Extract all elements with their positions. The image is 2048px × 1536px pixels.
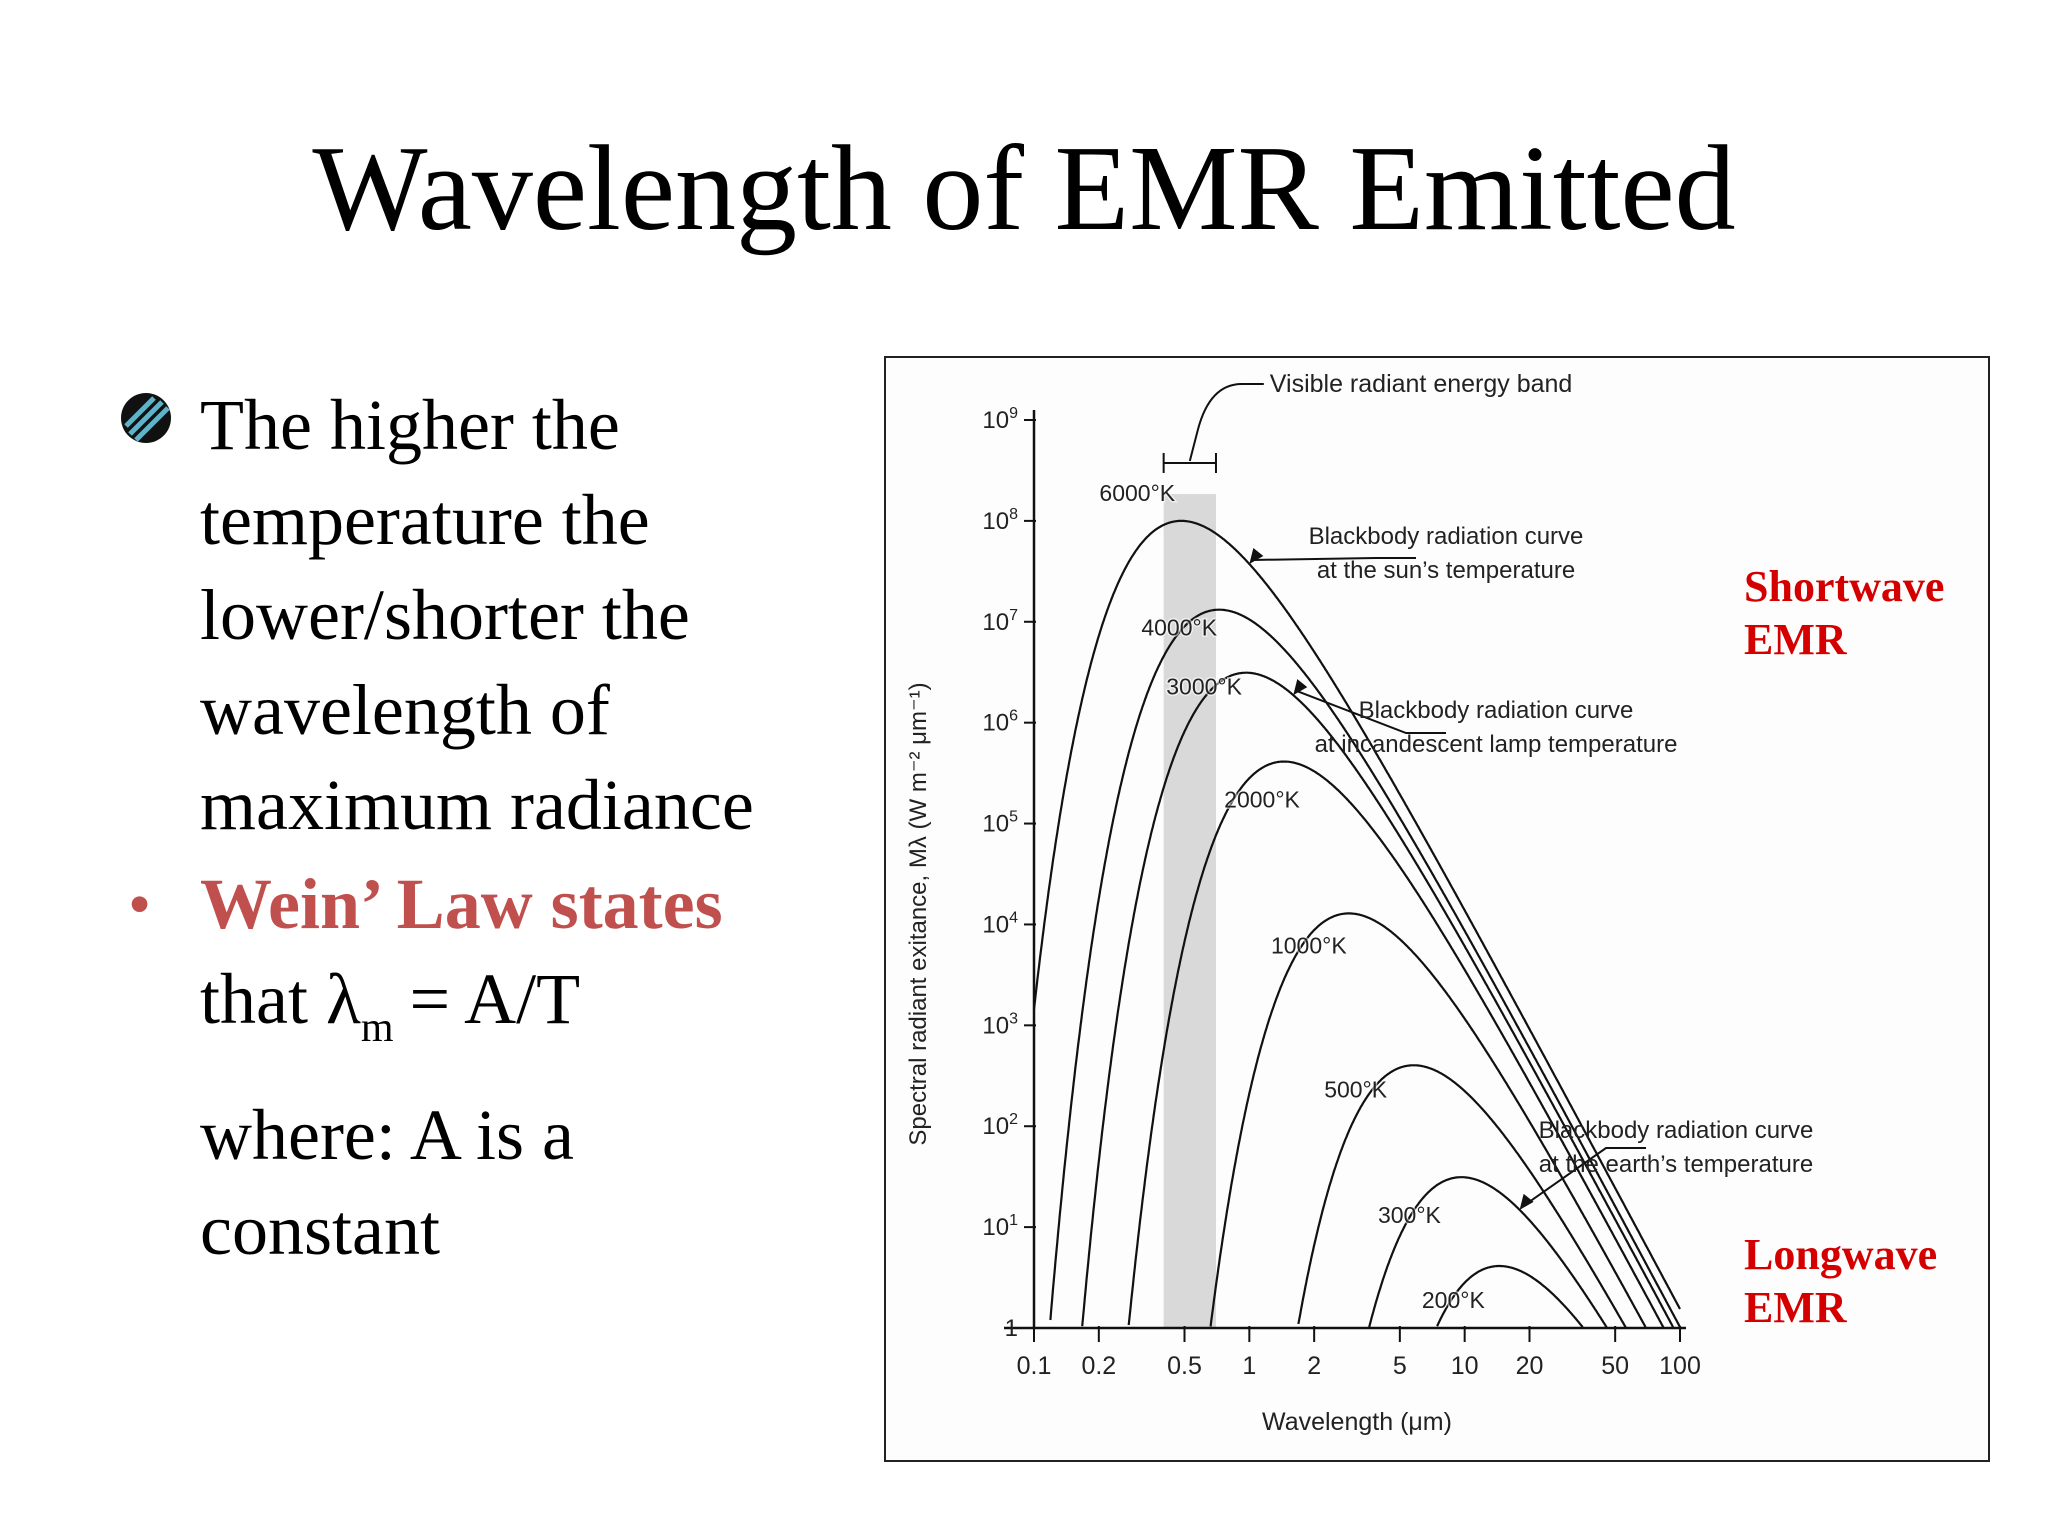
x-tick-label: 2 — [1307, 1352, 1321, 1380]
annotation-text: at the earth’s temperature — [1539, 1151, 1813, 1178]
x-tick-label: 1 — [1242, 1352, 1256, 1380]
y-tick-label: 109 — [982, 405, 1018, 434]
annotation-leader — [1523, 1147, 1646, 1207]
curve-label-4000k: 4000°K — [1141, 615, 1217, 641]
where-line: where: A is a — [200, 1095, 574, 1175]
bullet-list: The higher the temperature the lower/sho… — [118, 378, 838, 1278]
bullet1-line: maximum radiance — [200, 765, 754, 845]
y-tick-label: 104 — [982, 909, 1018, 938]
curve-4000k — [1049, 608, 1681, 1328]
chart-svg: Visible radiant energy band1101102103104… — [905, 370, 1814, 1436]
curve-200k — [1436, 1264, 1584, 1328]
bullet-item-temperature: The higher the temperature the lower/sho… — [118, 378, 838, 853]
annotation-text: Blackbody radiation curve — [1539, 1117, 1814, 1144]
annotation-text: at incandescent lamp temperature — [1315, 731, 1678, 758]
y-axis-label: Spectral radiant exitance, Mλ (W m⁻² μm⁻… — [905, 682, 932, 1145]
bullet1-line: lower/shorter the — [200, 575, 690, 655]
annotation-text: at the sun’s temperature — [1317, 557, 1575, 584]
wein-law-formula: that λm = A/T — [200, 959, 581, 1051]
striped-bullet-icon — [121, 393, 171, 443]
bullet-dot-icon: • — [128, 868, 152, 941]
annotation-text: Blackbody radiation curve — [1309, 523, 1584, 550]
band-leader-line — [1188, 383, 1264, 462]
x-tick-label: 5 — [1393, 1352, 1407, 1380]
shortwave-label: Shortwave EMR — [1744, 562, 1945, 664]
annotation-leader — [1296, 690, 1446, 734]
annotation-arrowhead — [1293, 679, 1308, 696]
curve-label-2000k: 2000°K — [1224, 787, 1300, 813]
curve-label-1000k: 1000°K — [1271, 932, 1347, 958]
x-tick-label: 0.1 — [1017, 1352, 1052, 1380]
x-tick-label: 0.5 — [1167, 1352, 1202, 1380]
curve-1000k — [1209, 912, 1647, 1328]
blackbody-chart: Visible radiant energy band 1 101 102 103 104… — [884, 356, 1990, 1462]
curve-label-6000k: 6000°K — [1099, 480, 1175, 506]
y-tick-label: 108 — [982, 506, 1018, 535]
x-axis-label: Wavelength (μm) — [1262, 1408, 1452, 1436]
curve-300k — [1368, 1176, 1608, 1329]
curve-6000k — [1032, 519, 1681, 1310]
where-note: where: A is a constant — [118, 1088, 838, 1278]
y-tick-label: 105 — [982, 809, 1018, 838]
y-tick-label: 106 — [982, 708, 1018, 737]
x-tick-label: 20 — [1516, 1352, 1544, 1380]
annotation-arrowhead — [1519, 1193, 1534, 1210]
x-tick-label: 0.2 — [1081, 1352, 1116, 1380]
visible-band-label: Visible radiant energy band — [1270, 370, 1573, 398]
x-tick-label: 10 — [1451, 1352, 1479, 1380]
y-tick-label: 102 — [982, 1111, 1018, 1140]
x-tick-label: 100 — [1659, 1352, 1701, 1380]
x-tick-label: 50 — [1601, 1352, 1629, 1380]
y-tick-label: 107 — [982, 607, 1018, 636]
bullet1-line: wavelength of — [200, 670, 610, 750]
where-line: constant — [200, 1190, 440, 1270]
bullet1-line: temperature the — [200, 480, 650, 560]
bullet-item-wein-law: • Wein’ Law states that λm = A/T — [118, 857, 838, 1058]
curve-500k — [1297, 1064, 1627, 1328]
curve-label-200k: 200°K — [1422, 1287, 1486, 1313]
curve-3000k — [1081, 671, 1675, 1328]
y-tick-label: 1 — [1005, 1315, 1018, 1342]
annotation-text: Blackbody radiation curve — [1359, 697, 1634, 724]
slide-title: Wavelength of EMR Emitted — [312, 121, 1736, 256]
visible-band — [1163, 494, 1216, 1328]
longwave-label: Longwave EMR — [1744, 1230, 1938, 1332]
curve-label-3000k: 3000°K — [1166, 674, 1242, 700]
bullet1-line: The higher the — [200, 385, 620, 465]
wein-law-heading: Wein’ Law states — [200, 864, 723, 944]
y-tick-label: 101 — [982, 1212, 1018, 1241]
annotation-leader — [1253, 557, 1416, 561]
y-tick-label: 103 — [982, 1010, 1018, 1039]
annotation-arrowhead — [1249, 547, 1264, 564]
curve-label-500k: 500°K — [1324, 1076, 1388, 1102]
curve-label-300k: 300°K — [1378, 1202, 1442, 1228]
curve-2000k — [1127, 760, 1665, 1329]
